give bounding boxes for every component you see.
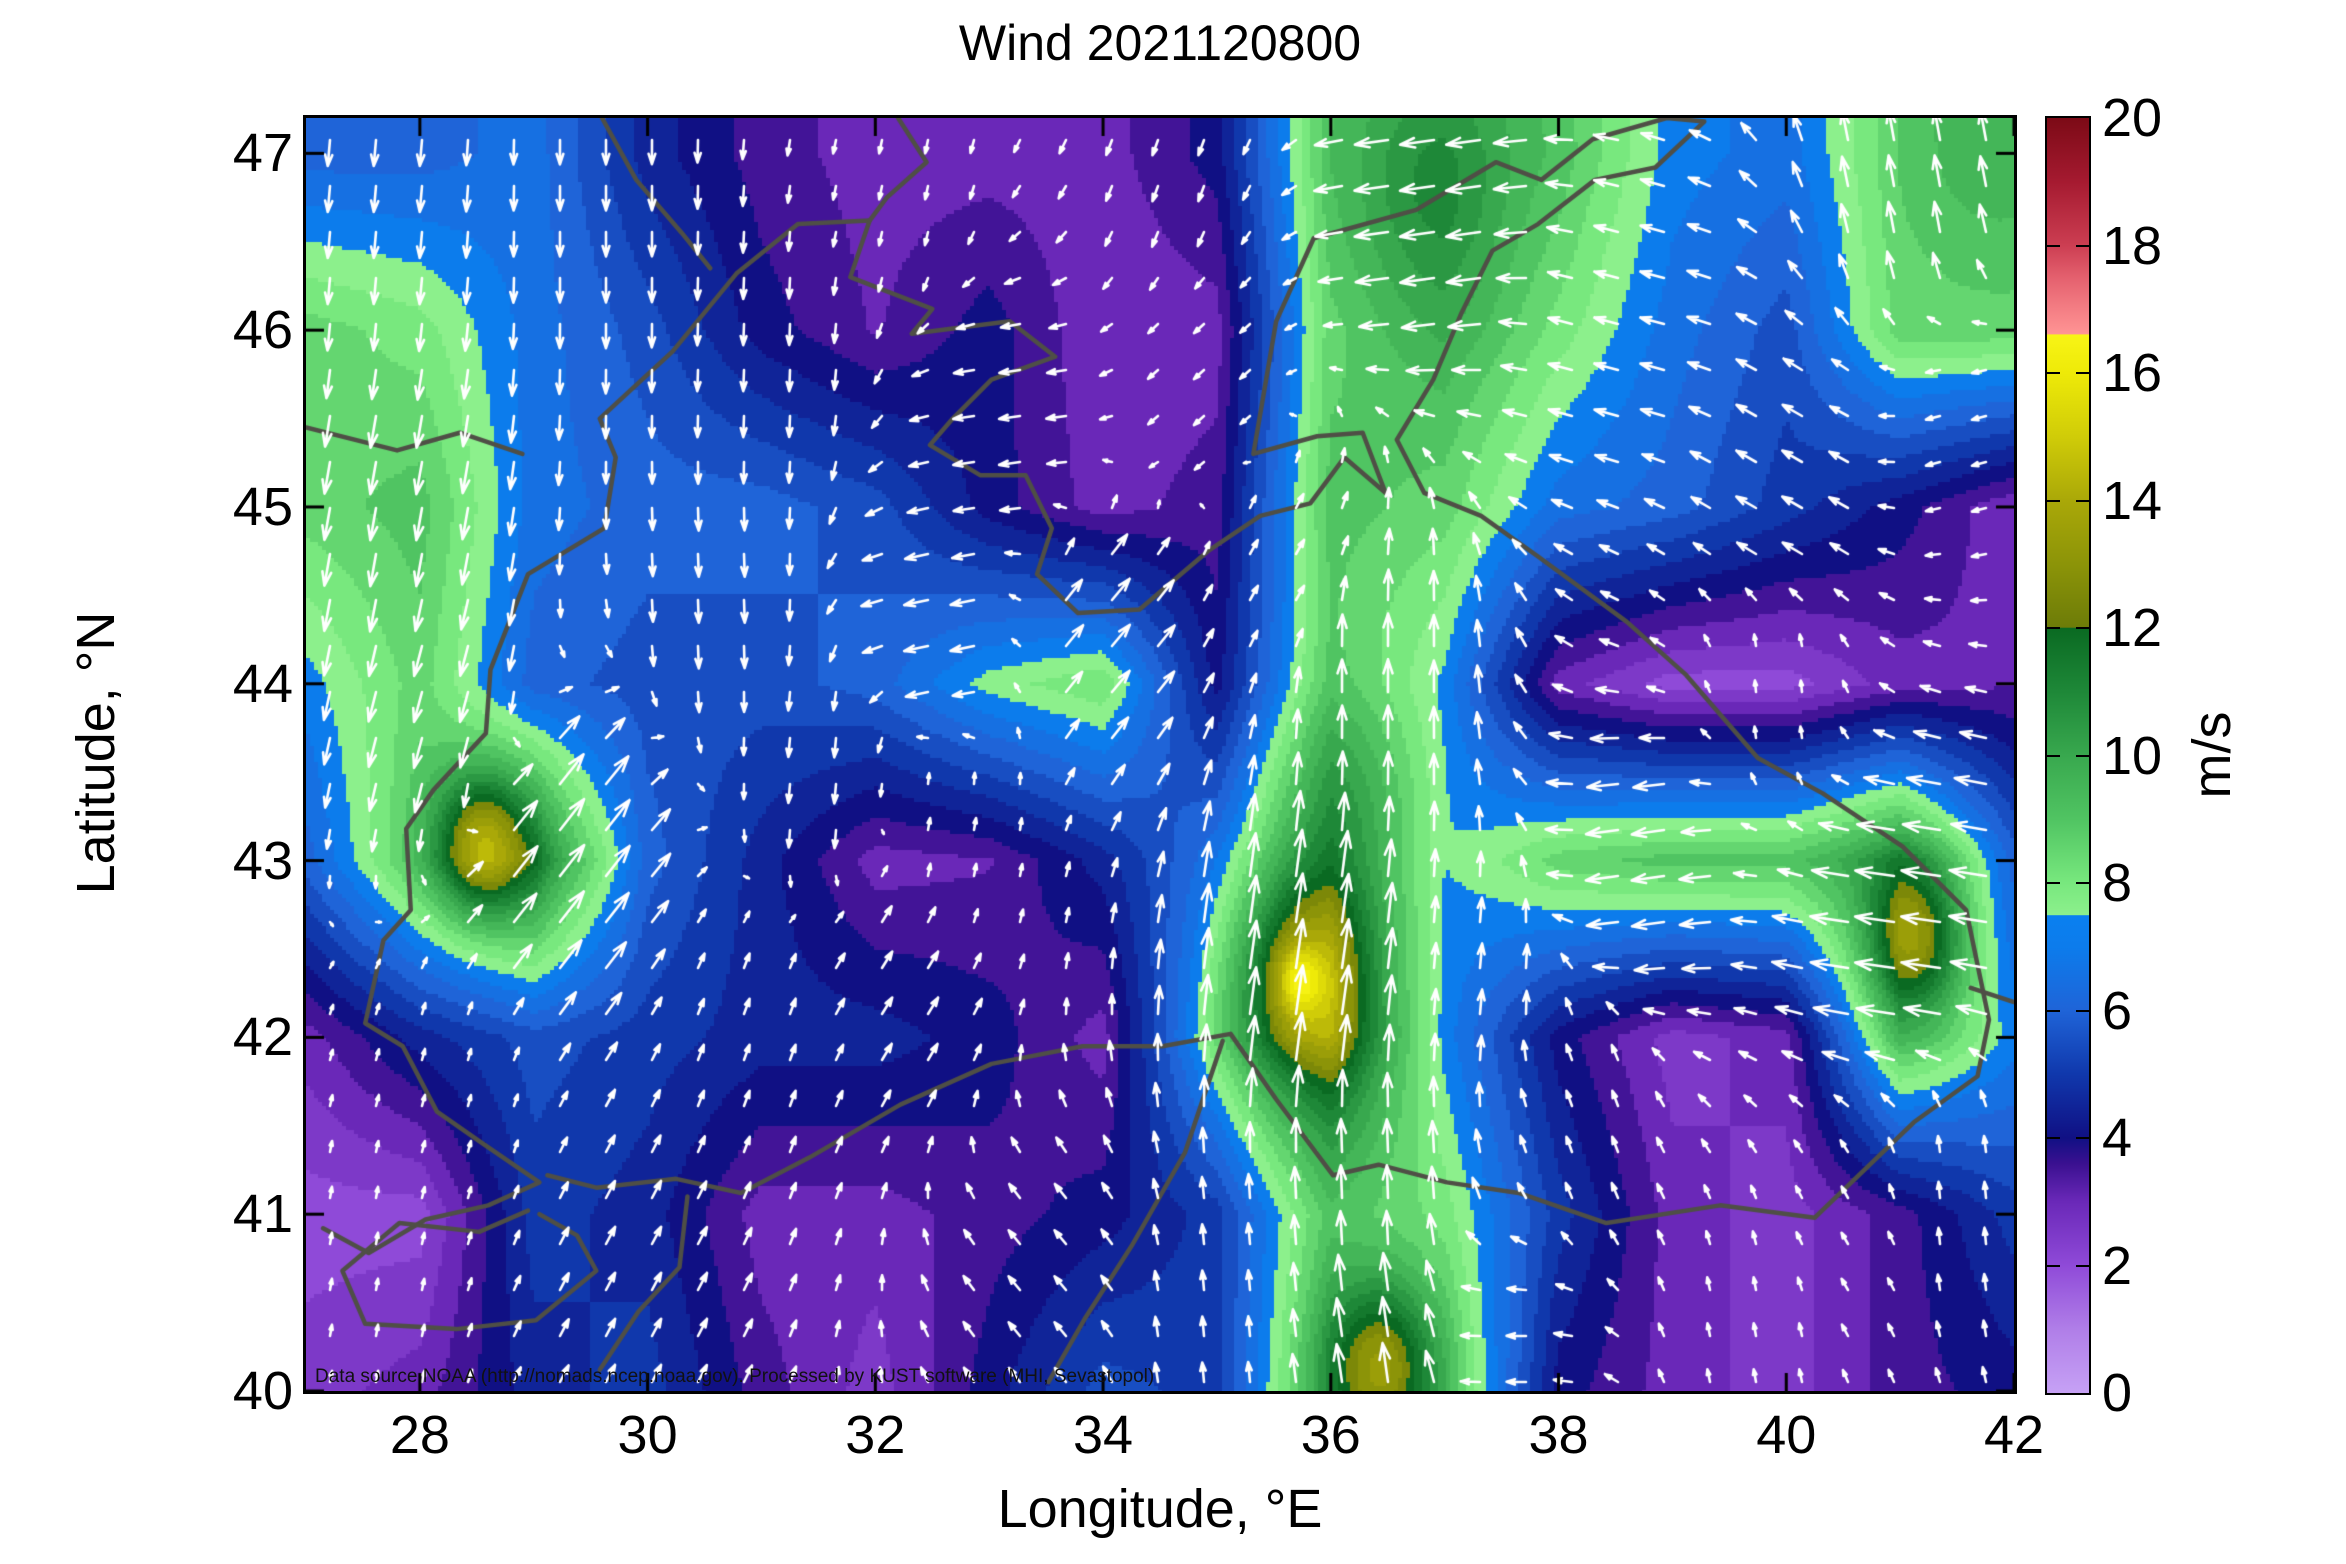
colorbar-tick-mark (2076, 882, 2089, 884)
colorbar-tick-mark (2076, 1264, 2089, 1267)
x-tick-label: 42 (1983, 1405, 2045, 1465)
x-axis-label: Longitude, °E (997, 1479, 1323, 1539)
colorbar-tick-mark (2076, 244, 2089, 247)
y-tick-label: 45 (232, 476, 293, 537)
colorbar-tick-mark (2076, 627, 2089, 629)
x-tick-label: 32 (845, 1405, 906, 1465)
y-tick-label: 41 (232, 1184, 293, 1245)
colorbar-tick-label: 14 (2102, 470, 2163, 531)
colorbar-tick-mark (2076, 372, 2089, 374)
colorbar-tick-mark (2047, 372, 2060, 374)
y-axis-label: Latitude, °N (66, 611, 126, 895)
colorbar-tick-label: 16 (2102, 343, 2163, 403)
colorbar-tick-mark (2047, 1264, 2060, 1267)
colorbar-tick-label: 4 (2102, 1108, 2133, 1168)
colorbar-tick-label: 8 (2102, 853, 2133, 913)
wind-map-canvas (306, 118, 2014, 1391)
colorbar-tick-label: 2 (2102, 1235, 2133, 1296)
colorbar-tick-mark (2047, 627, 2060, 629)
y-tick-label: 47 (232, 123, 293, 184)
y-tick-label: 44 (232, 653, 293, 714)
x-tick-label: 38 (1528, 1405, 1589, 1465)
colorbar-tick-label: 18 (2102, 215, 2163, 276)
colorbar-tick-mark (2047, 1137, 2060, 1139)
colorbar-tick-label: 6 (2102, 980, 2133, 1041)
y-tick-label: 42 (232, 1007, 293, 1068)
attribution-text: Data source NOAA (http://nomads.ncep.noa… (315, 1366, 1155, 1387)
colorbar-tick-mark (2047, 1009, 2060, 1012)
colorbar-tick-mark (2076, 1137, 2089, 1139)
x-tick-label: 28 (389, 1405, 450, 1465)
colorbar-unit-label: m/s (2182, 711, 2242, 799)
colorbar-tick-mark (2076, 754, 2089, 757)
colorbar-tick-label: 0 (2102, 1363, 2133, 1423)
colorbar-tick-mark (2047, 754, 2060, 757)
colorbar-tick-label: 10 (2102, 725, 2163, 786)
x-tick-label: 30 (617, 1405, 678, 1465)
x-tick-label: 40 (1756, 1405, 1817, 1465)
colorbar-tick-label: 12 (2102, 598, 2163, 658)
colorbar-tick-mark (2076, 1009, 2089, 1012)
colorbar-tick-mark (2076, 499, 2089, 502)
y-tick-label: 46 (232, 300, 293, 361)
colorbar-tick-mark (2047, 499, 2060, 502)
x-tick-label: 36 (1300, 1405, 1361, 1465)
colorbar-tick-mark (2047, 882, 2060, 884)
colorbar-tick-mark (2047, 244, 2060, 247)
x-tick-label: 34 (1073, 1405, 1134, 1465)
map-plot-frame: Data source NOAA (http://nomads.ncep.noa… (303, 115, 2017, 1394)
y-tick-label: 40 (232, 1361, 293, 1421)
colorbar-tick-label: 20 (2102, 88, 2163, 148)
y-tick-label: 43 (232, 830, 293, 891)
chart-title: Wind 2021120800 (958, 15, 1362, 71)
